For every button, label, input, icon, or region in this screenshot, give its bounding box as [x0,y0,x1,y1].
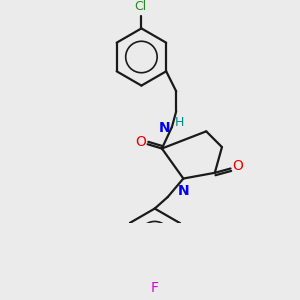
Text: Cl: Cl [134,0,146,13]
Text: F: F [151,281,159,296]
Text: N: N [178,184,189,198]
Text: O: O [135,135,146,149]
Text: H: H [174,116,184,129]
Text: N: N [159,122,171,136]
Text: O: O [232,159,243,173]
